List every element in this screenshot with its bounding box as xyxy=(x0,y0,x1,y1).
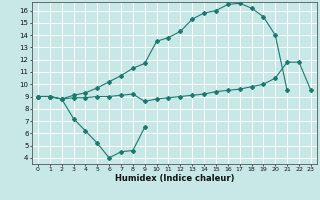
X-axis label: Humidex (Indice chaleur): Humidex (Indice chaleur) xyxy=(115,174,234,183)
